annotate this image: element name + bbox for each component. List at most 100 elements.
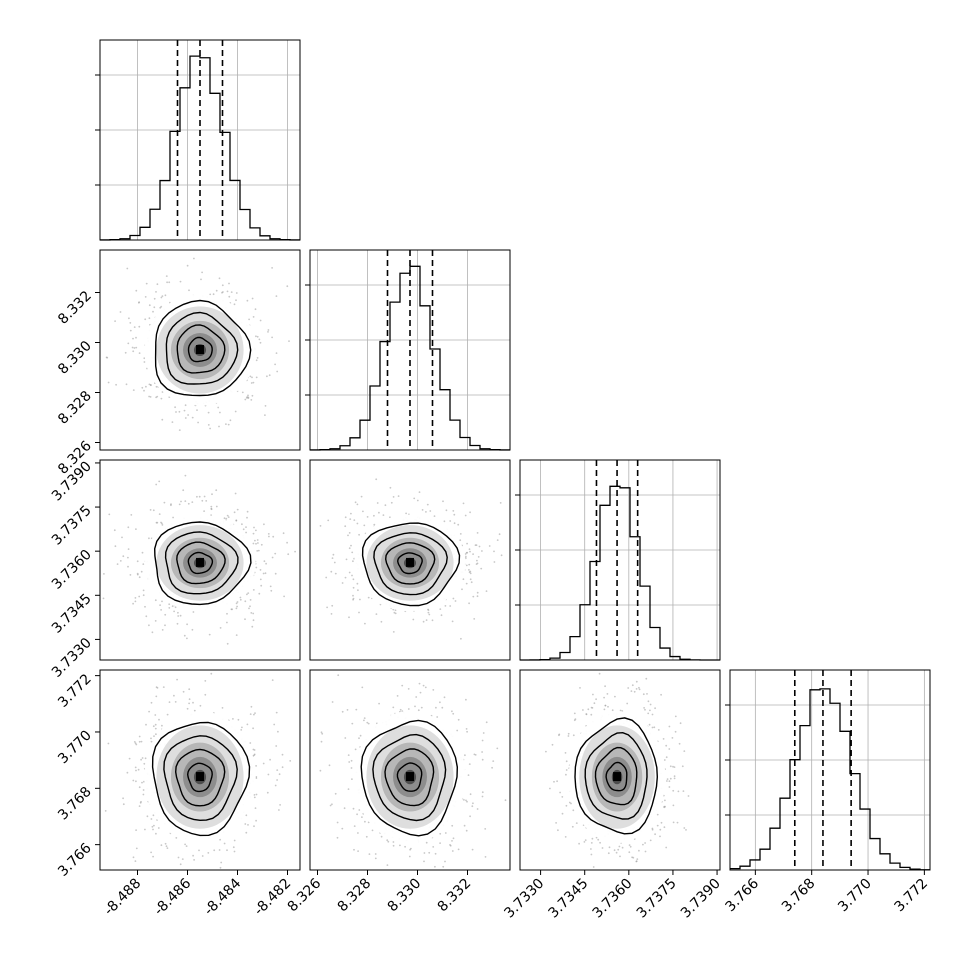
sample-point <box>466 800 468 803</box>
sample-point <box>254 539 256 542</box>
contour-line <box>361 522 461 607</box>
sample-point <box>205 500 208 502</box>
sample-point <box>138 595 141 598</box>
sample-point <box>469 511 471 514</box>
sample-point <box>570 802 572 805</box>
sample-point <box>575 822 578 824</box>
sample-point <box>253 794 256 796</box>
sample-point <box>246 516 248 519</box>
sample-point <box>278 773 281 776</box>
sample-point <box>325 576 328 579</box>
sample-point <box>255 793 258 796</box>
sample-point <box>186 637 188 640</box>
sample-point <box>174 406 177 409</box>
sample-point <box>657 729 660 731</box>
sample-point <box>179 863 182 866</box>
y-tick-label: 3.7330 <box>49 635 95 681</box>
sample-point <box>186 707 189 710</box>
density-peak <box>406 557 414 567</box>
sample-point <box>152 855 155 858</box>
sample-point <box>504 799 507 802</box>
sample-point <box>472 595 475 598</box>
sample-point <box>647 712 650 715</box>
sample-point <box>599 841 601 844</box>
sample-point <box>221 284 224 287</box>
sample-point <box>654 833 656 836</box>
sample-point <box>277 730 279 733</box>
sample-point <box>164 294 167 297</box>
sample-point <box>267 533 270 535</box>
sample-point <box>259 578 262 581</box>
sample-point <box>108 513 111 516</box>
sample-point <box>141 551 144 554</box>
sample-point <box>439 832 442 835</box>
sample-point <box>274 572 277 575</box>
sample-point <box>485 590 488 592</box>
sample-point <box>133 347 136 349</box>
sample-point <box>320 731 323 734</box>
sample-point <box>143 361 146 363</box>
sample-point <box>452 597 455 600</box>
sample-point <box>439 701 441 704</box>
sample-point <box>426 503 429 506</box>
sample-point <box>361 686 364 689</box>
sample-point <box>365 835 368 838</box>
sample-point <box>255 376 258 379</box>
sample-point <box>619 855 621 858</box>
sample-point <box>493 550 495 553</box>
sample-point <box>376 502 379 504</box>
sample-point <box>493 561 496 563</box>
sample-point <box>348 547 351 550</box>
sample-point <box>148 710 151 713</box>
sample-point <box>386 864 389 866</box>
sample-point <box>138 325 141 328</box>
sample-point <box>636 858 639 860</box>
sample-point <box>451 840 453 842</box>
sample-point <box>219 627 222 629</box>
sample-point <box>182 690 185 693</box>
sample-point <box>246 510 249 513</box>
sample-point <box>211 493 213 496</box>
sample-point <box>113 529 116 532</box>
sample-point <box>128 757 131 760</box>
sample-point <box>138 352 141 354</box>
sample-point <box>662 738 665 740</box>
sample-point <box>203 510 206 512</box>
sample-point <box>375 613 378 615</box>
sample-point <box>499 502 502 504</box>
sample-point <box>271 556 274 559</box>
sample-point <box>136 560 139 563</box>
sample-point <box>392 608 395 611</box>
sample-point <box>476 595 479 598</box>
sample-point <box>275 295 278 297</box>
sample-point <box>380 835 383 838</box>
sample-point <box>122 797 124 800</box>
y-tick-label: 8.330 <box>55 338 95 378</box>
sample-point <box>245 814 248 817</box>
sample-point <box>159 306 162 309</box>
sample-point <box>266 791 269 794</box>
sample-point <box>350 759 353 762</box>
sample-point <box>468 569 470 571</box>
sample-point <box>444 832 447 834</box>
sample-point <box>245 526 247 528</box>
sample-point <box>141 386 144 389</box>
sample-point <box>656 813 659 816</box>
sample-point <box>264 572 267 575</box>
density-peak <box>196 345 204 354</box>
sample-point <box>471 805 474 808</box>
sample-point <box>210 505 213 508</box>
sample-point <box>148 383 151 386</box>
sample-point <box>160 397 163 400</box>
sample-point <box>475 563 478 565</box>
sample-point <box>638 688 641 691</box>
sample-point <box>188 698 191 701</box>
sample-point <box>472 553 474 555</box>
sample-point <box>161 600 163 603</box>
sample-point <box>387 840 390 843</box>
sample-point <box>132 389 135 391</box>
sample-point <box>143 762 146 765</box>
sample-point <box>142 563 145 565</box>
sample-point <box>416 499 419 502</box>
sample-point <box>635 680 638 683</box>
